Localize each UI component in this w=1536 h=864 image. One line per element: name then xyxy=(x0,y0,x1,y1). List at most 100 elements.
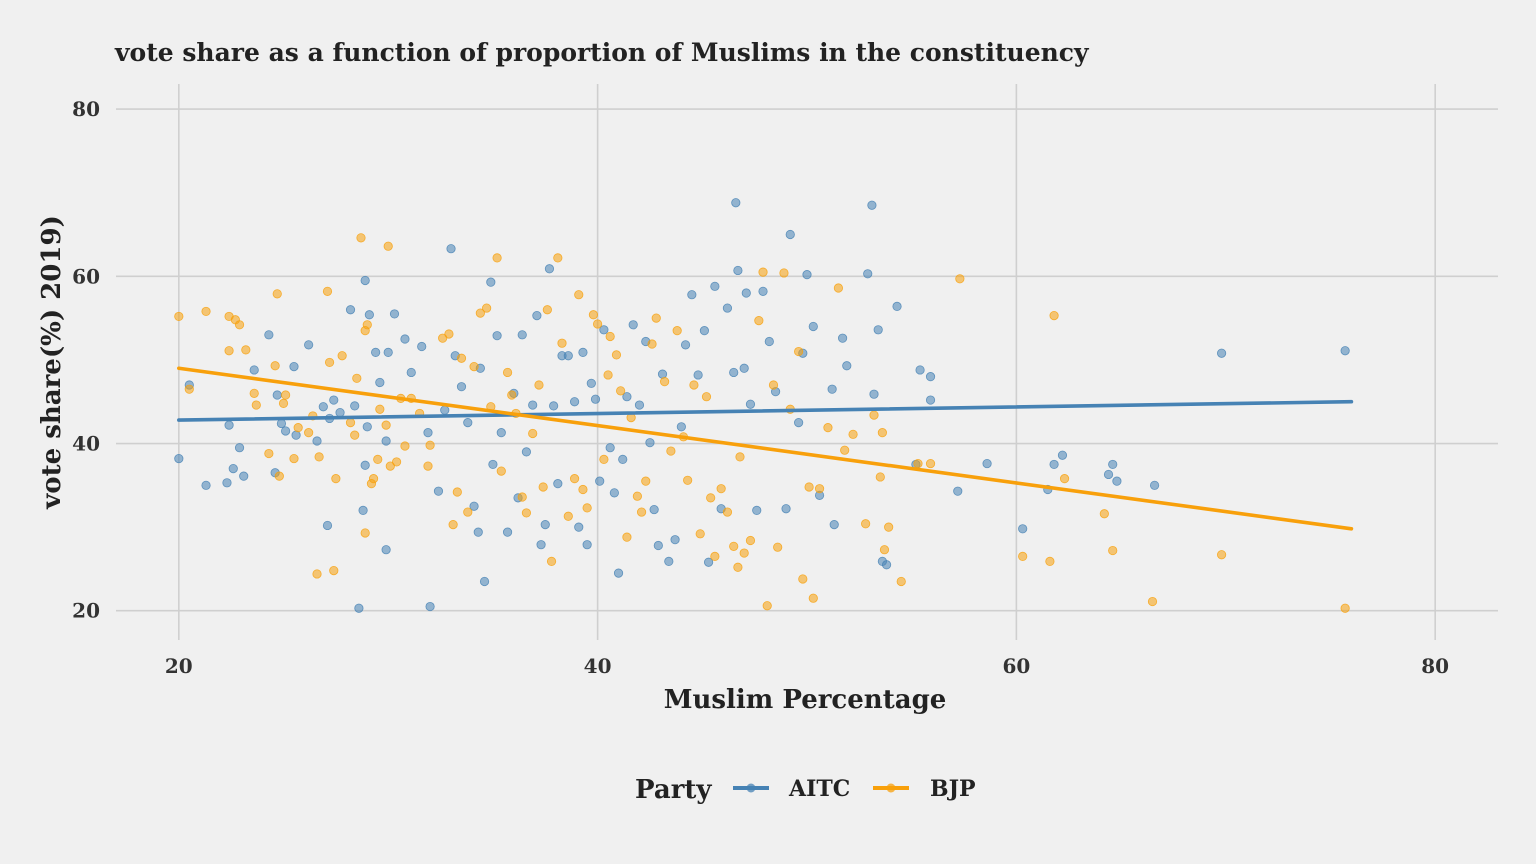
point-bjp xyxy=(1049,310,1059,321)
point-bjp xyxy=(352,373,362,383)
point-aitc xyxy=(785,229,795,240)
point-bjp xyxy=(739,548,749,558)
point-bjp xyxy=(360,528,370,538)
point-aitc xyxy=(609,488,619,498)
point-aitc xyxy=(915,365,925,375)
point-bjp xyxy=(496,466,506,476)
point-aitc xyxy=(881,560,892,570)
point-bjp xyxy=(383,241,393,251)
point-aitc xyxy=(381,545,391,555)
point-aitc xyxy=(517,330,527,340)
point-aitc xyxy=(463,418,473,428)
point-aitc xyxy=(488,459,498,470)
point-aitc xyxy=(433,486,444,496)
point-bjp xyxy=(528,428,538,439)
point-bjp xyxy=(337,351,347,361)
point-aitc xyxy=(664,556,674,567)
point-bjp xyxy=(385,461,395,471)
point-aitc xyxy=(469,501,479,511)
point-bjp xyxy=(251,400,261,410)
point-aitc xyxy=(802,270,812,280)
point-aitc xyxy=(291,430,301,440)
point-bjp xyxy=(622,532,632,542)
point-bjp xyxy=(546,556,557,567)
point-aitc xyxy=(222,478,232,488)
point-bjp xyxy=(833,283,844,293)
point-aitc xyxy=(722,303,733,313)
point-aitc xyxy=(528,400,538,410)
point-aitc xyxy=(645,438,655,448)
point-aitc xyxy=(710,281,720,291)
point-bjp xyxy=(869,410,879,420)
point-aitc xyxy=(680,340,691,350)
point-bjp xyxy=(1340,603,1350,613)
point-aitc xyxy=(745,399,756,409)
point-bjp xyxy=(913,458,923,469)
point-bjp xyxy=(381,420,391,430)
point-aitc xyxy=(417,341,427,352)
point-bjp xyxy=(762,601,772,611)
point-bjp xyxy=(593,319,603,329)
point-aitc xyxy=(1112,476,1122,486)
point-aitc xyxy=(599,325,609,335)
point-bjp xyxy=(1217,550,1227,560)
y-tick-label: 40 xyxy=(72,432,100,456)
point-aitc xyxy=(234,443,245,453)
point-bjp xyxy=(666,446,676,456)
point-aitc xyxy=(764,336,774,347)
point-bjp xyxy=(448,520,458,530)
point-bjp xyxy=(758,267,768,277)
point-bjp xyxy=(611,350,622,360)
point-bjp xyxy=(452,487,462,497)
point-bjp xyxy=(425,440,435,450)
point-aitc xyxy=(613,568,624,578)
point-bjp xyxy=(542,305,552,315)
point-bjp xyxy=(324,357,335,368)
point-aitc xyxy=(699,326,709,336)
point-bjp xyxy=(823,423,833,433)
point-bjp xyxy=(553,253,563,263)
point-aitc xyxy=(479,576,490,587)
point-aitc xyxy=(264,330,274,340)
point-bjp xyxy=(574,290,584,300)
point-aitc xyxy=(549,401,559,411)
point-aitc xyxy=(364,310,374,320)
point-bjp xyxy=(848,429,858,439)
point-aitc xyxy=(1108,459,1118,470)
point-aitc xyxy=(649,504,659,515)
point-bjp xyxy=(582,503,592,513)
point-bjp xyxy=(492,253,502,263)
point-bjp xyxy=(689,380,699,390)
point-bjp xyxy=(322,286,333,296)
point-aitc xyxy=(618,454,628,465)
point-aitc xyxy=(492,331,502,341)
point-aitc xyxy=(354,603,364,613)
point-bjp xyxy=(563,511,573,521)
point-aitc xyxy=(582,540,592,550)
point-bjp xyxy=(683,475,693,485)
point-bjp xyxy=(672,326,682,336)
point-aitc xyxy=(741,288,751,298)
point-aitc xyxy=(318,402,328,412)
point-aitc xyxy=(1049,459,1059,470)
point-bjp xyxy=(733,562,743,572)
point-aitc xyxy=(628,320,638,330)
point-bjp xyxy=(722,507,733,517)
point-aitc xyxy=(486,277,496,287)
legend-label-bjp: BJP xyxy=(930,776,976,802)
point-aitc xyxy=(605,443,615,453)
y-tick-label: 60 xyxy=(72,264,100,288)
point-aitc xyxy=(335,407,345,418)
point-aitc xyxy=(729,367,739,378)
point-aitc xyxy=(389,309,400,319)
point-aitc xyxy=(201,480,211,490)
point-aitc xyxy=(423,428,433,438)
point-bjp xyxy=(879,545,890,555)
point-aitc xyxy=(634,400,645,410)
point-aitc xyxy=(569,397,580,407)
x-tick-label: 60 xyxy=(1002,654,1030,678)
point-bjp xyxy=(272,289,282,299)
point-aitc xyxy=(322,520,333,531)
point-aitc xyxy=(953,486,963,496)
